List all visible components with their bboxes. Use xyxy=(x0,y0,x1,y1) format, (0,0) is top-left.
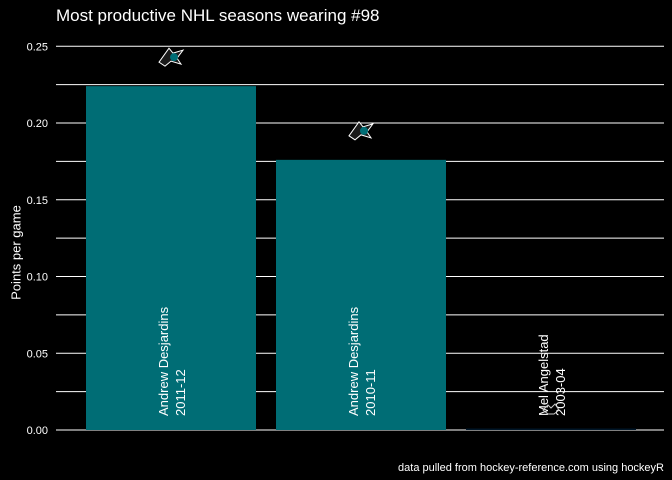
bar-label: Andrew Desjardins 2010-11 xyxy=(346,306,378,416)
y-tick-label: 0.15 xyxy=(27,195,48,207)
sharks-logo-icon xyxy=(348,121,375,141)
capitals-shape xyxy=(542,403,560,415)
bar xyxy=(466,428,636,430)
bar-label-line: Andrew Desjardins xyxy=(156,306,171,416)
bar-label: Mel Angelstad 2003-04 xyxy=(536,334,568,416)
y-tick-label: 0.05 xyxy=(27,348,48,360)
shark-accent xyxy=(360,126,368,135)
bar xyxy=(276,159,446,430)
bar-label-line: 2010-11 xyxy=(363,369,378,416)
capitals-logo-icon xyxy=(542,403,560,415)
source-caption: data pulled from hockey-reference.com us… xyxy=(398,462,664,474)
bar-label-line: Andrew Desjardins xyxy=(346,306,361,416)
y-tick-label: 0.10 xyxy=(27,272,48,284)
bar xyxy=(86,86,256,430)
bar-label-line: Mel Angelstad xyxy=(536,334,551,416)
bar-label-line: 2003-04 xyxy=(553,368,568,416)
y-tick-label: 0.20 xyxy=(27,118,48,130)
bar-label: Andrew Desjardins 2011-12 xyxy=(156,306,188,416)
sharks-logo-icon xyxy=(158,47,185,67)
y-tick-label: 0.00 xyxy=(27,425,48,437)
bar-label-line: 2011-12 xyxy=(173,369,188,416)
shark-accent xyxy=(170,53,178,62)
y-tick-label: 0.25 xyxy=(27,41,48,53)
chart-title: Most productive NHL seasons wearing #98 xyxy=(56,6,380,25)
